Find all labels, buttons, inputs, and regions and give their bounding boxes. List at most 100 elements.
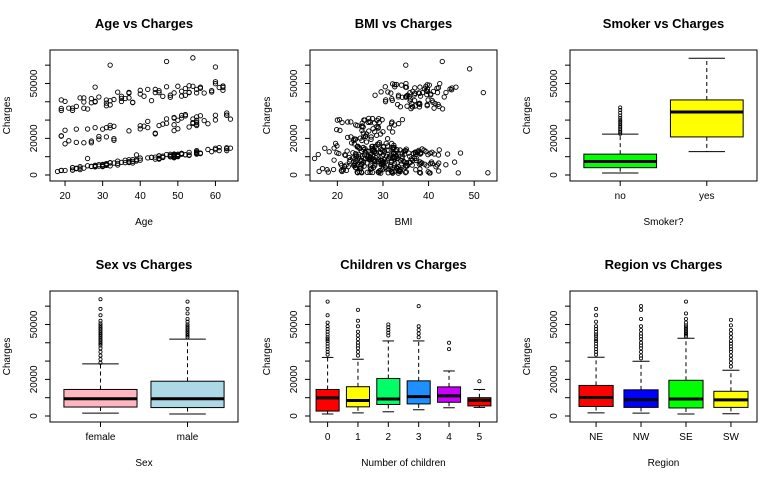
outlier-point (98, 338, 103, 343)
data-point (356, 144, 362, 151)
data-point (99, 126, 106, 132)
outlier-point (618, 119, 623, 124)
data-point (377, 131, 384, 137)
data-point (224, 112, 230, 118)
data-point (58, 133, 64, 139)
box-1 (345, 307, 370, 414)
data-point (330, 166, 337, 173)
data-point (337, 161, 344, 167)
x-axis-label: Sex (135, 458, 152, 469)
data-point (84, 163, 91, 169)
data-point (385, 170, 391, 176)
outlier-point (618, 123, 623, 128)
outlier-point (683, 325, 688, 330)
data-point (344, 148, 350, 154)
data-point (366, 128, 372, 134)
outlier-point (594, 347, 599, 352)
data-point (363, 139, 370, 145)
chart-sex: Sex vs Charges Sex Charges 0 20000 50000 femal… (2, 257, 239, 469)
data-point (417, 170, 424, 176)
x-axis-label: BMI (395, 217, 413, 228)
y-axis-label: Charges (522, 338, 533, 376)
data-point (412, 150, 419, 156)
box-yes (669, 57, 744, 153)
x-tick-label: NE (589, 432, 603, 443)
data-point (126, 90, 132, 96)
plot-frame (569, 49, 758, 182)
data-point (424, 88, 430, 95)
data-point (209, 149, 215, 155)
box-NE (578, 306, 614, 414)
data-point (216, 144, 222, 151)
data-point (167, 94, 173, 100)
y-tick-label: 50000 (549, 310, 560, 338)
outlier-point (594, 352, 599, 357)
data-point (424, 91, 430, 98)
y-tick-label: 0 (549, 413, 560, 419)
outlier-point (98, 339, 103, 344)
data-point (409, 104, 415, 110)
outlier-point (386, 333, 391, 338)
outlier-point (98, 332, 103, 337)
data-point (346, 158, 353, 165)
data-point (363, 133, 369, 139)
outlier-point (728, 353, 733, 358)
outlier-point (325, 344, 330, 349)
chart-region: Region vs Charges Region Charges 0 20000 5000… (522, 257, 758, 469)
data-point (407, 96, 413, 102)
data-point (416, 161, 422, 167)
x-axis-label: Age (135, 217, 153, 228)
y-tick-label: 50000 (29, 310, 40, 338)
outlier-point (728, 357, 733, 362)
outlier-point (683, 320, 688, 325)
data-point (182, 92, 189, 98)
outlier-point (728, 338, 733, 343)
data-point (412, 155, 418, 161)
data-point (367, 119, 373, 126)
outlier-point (325, 347, 330, 352)
data-point (325, 169, 331, 175)
data-point (133, 152, 140, 158)
data-point (336, 150, 342, 157)
data-point (389, 81, 396, 87)
data-point (443, 89, 449, 96)
outlier-point (98, 328, 103, 333)
data-point (156, 122, 162, 129)
data-point (403, 80, 409, 87)
chart-title: Region vs Charges (605, 257, 723, 272)
data-point (427, 150, 433, 156)
data-point (370, 164, 377, 171)
data-point (340, 167, 346, 173)
outlier-point (355, 324, 360, 329)
box-3 (406, 304, 431, 411)
data-point (88, 138, 95, 144)
data-point (396, 168, 403, 174)
outlier-point (355, 346, 360, 351)
x-tick-label: NW (633, 432, 650, 443)
chart-smoker: Smoker vs Charges Smoker? Charges 0 20000 500… (522, 16, 758, 228)
x-tick-label: 60 (210, 191, 222, 202)
data-point (407, 90, 413, 96)
data-point (389, 95, 395, 102)
outlier-point (325, 338, 330, 343)
x-tick-label: no (615, 191, 627, 202)
outlier-point (594, 306, 599, 311)
data-point (412, 85, 418, 91)
data-point (69, 164, 76, 171)
data-point (167, 92, 173, 98)
outlier-point (447, 347, 452, 352)
data-point (77, 165, 83, 171)
x-tick-label: SW (723, 432, 740, 443)
data-point (342, 152, 349, 158)
outlier-point (185, 327, 190, 332)
box-SE (668, 299, 704, 415)
box-body (406, 380, 431, 405)
data-point (205, 121, 211, 127)
data-point (115, 89, 121, 95)
y-tick-label: 50000 (29, 69, 40, 97)
outlier-point (355, 349, 360, 354)
data-point (407, 98, 413, 104)
data-point (360, 124, 366, 130)
y-tick-label: 20000 (549, 124, 560, 152)
outlier-point (325, 299, 330, 304)
